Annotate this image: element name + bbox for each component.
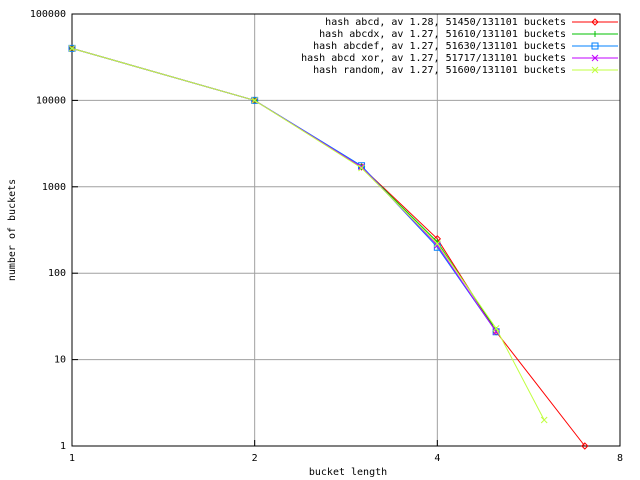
y-tick-label: 1 bbox=[60, 441, 66, 452]
marker bbox=[68, 45, 76, 52]
marker bbox=[592, 31, 598, 37]
series-line bbox=[71, 47, 545, 421]
legend-label: hash abcd, av 1.28, 51450/131101 buckets bbox=[325, 17, 566, 28]
marker bbox=[251, 97, 259, 104]
marker bbox=[540, 416, 548, 424]
x-tick-label: 1 bbox=[69, 453, 75, 464]
y-tick-label: 100 bbox=[48, 268, 66, 279]
marker bbox=[581, 442, 589, 450]
y-tick-label: 100000 bbox=[30, 9, 66, 20]
marker bbox=[591, 42, 599, 50]
marker bbox=[251, 96, 259, 104]
x-tick-label: 4 bbox=[434, 453, 440, 464]
marker bbox=[591, 66, 599, 74]
legend-label: hash random, av 1.27, 51600/131101 bucke… bbox=[313, 65, 566, 76]
legend-label: hash abcdef, av 1.27, 51630/131101 bucke… bbox=[313, 41, 566, 52]
legend-label: hash abcd xor, av 1.27, 51717/131101 buc… bbox=[301, 53, 566, 64]
plot-frame bbox=[71, 13, 621, 447]
marker bbox=[492, 324, 500, 332]
legend-label: hash abcdx, av 1.27, 51610/131101 bucket… bbox=[319, 29, 566, 40]
marker bbox=[358, 163, 365, 171]
x-tick-label: 8 bbox=[617, 453, 623, 464]
y-tick-label: 10 bbox=[54, 355, 66, 366]
marker bbox=[358, 162, 366, 170]
y-tick-label: 1000 bbox=[42, 182, 66, 193]
y-tick-label: 10000 bbox=[36, 95, 66, 106]
marker bbox=[591, 18, 599, 26]
marker bbox=[358, 164, 365, 172]
marker bbox=[591, 54, 599, 62]
x-tick-label: 2 bbox=[252, 453, 258, 464]
x-axis-label: bucket length bbox=[309, 467, 387, 478]
marker bbox=[433, 240, 441, 247]
y-axis-label: number of buckets bbox=[7, 179, 18, 281]
